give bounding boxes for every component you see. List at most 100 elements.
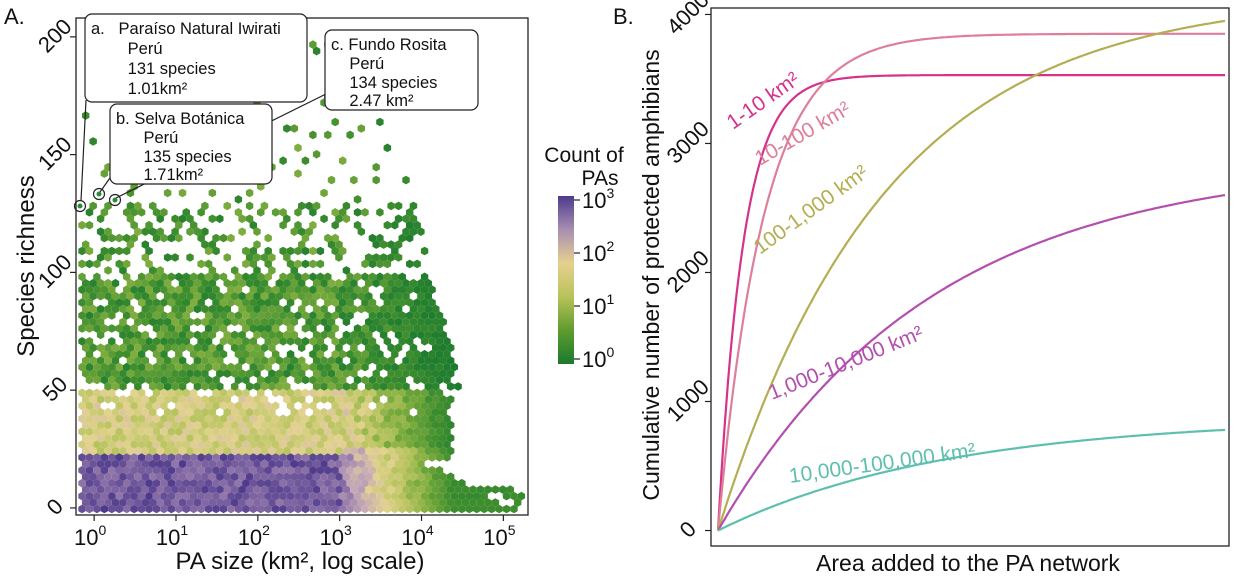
hexbin-cell xyxy=(249,491,257,501)
hexbin-cell xyxy=(350,343,358,353)
hexbin-cell xyxy=(201,278,209,288)
hexbin-cell xyxy=(234,272,243,282)
colorbar-tick-label: 102 xyxy=(582,238,614,266)
hexbin-cell xyxy=(234,349,243,359)
hexbin-cell xyxy=(420,298,429,307)
hexbin-cell xyxy=(96,227,105,236)
hexbin-cell xyxy=(201,343,209,353)
hexbin-cell xyxy=(234,337,243,346)
hexbin-cell xyxy=(115,233,123,243)
hexbin-cell xyxy=(331,220,339,230)
hexbin-cell xyxy=(152,298,161,307)
hexbin-cell xyxy=(82,485,90,494)
hexbin-cell xyxy=(193,343,202,353)
hexbin-cell xyxy=(234,375,243,385)
hexbin-cell xyxy=(212,491,220,501)
hexbin-cell xyxy=(85,362,94,372)
hexbin-cell xyxy=(130,504,138,514)
hexbin-cell xyxy=(439,446,447,456)
hexbin-cell xyxy=(309,298,317,307)
hexbin-cell xyxy=(108,466,116,475)
hexbin-cell xyxy=(324,388,332,398)
hexbin-cell xyxy=(320,369,328,378)
hexbin-cell xyxy=(320,343,328,353)
hexbin-cell xyxy=(257,272,265,282)
hexbin-cell xyxy=(82,472,90,482)
hexbin-cell xyxy=(361,324,369,333)
hexbin-cell xyxy=(156,459,164,469)
hexbin-cell xyxy=(480,491,488,501)
hexbin-cell xyxy=(320,446,328,456)
hexbin-cell xyxy=(119,317,127,327)
hexbin-cell xyxy=(316,414,325,423)
hexbin-cell xyxy=(126,420,135,430)
hexbin-cell xyxy=(212,324,220,333)
hexbin-cell xyxy=(167,491,176,501)
hexbin-cell xyxy=(234,208,243,217)
hexbin-cell xyxy=(394,472,403,482)
hexbin-cell xyxy=(376,466,384,475)
hexbin-cell xyxy=(365,433,373,443)
hexbin-cell xyxy=(331,349,339,359)
hexbin-cell xyxy=(338,453,347,462)
hexbin-cell xyxy=(178,433,187,443)
hexbin-cell xyxy=(100,362,109,372)
hexbin-cell xyxy=(238,227,246,236)
hexbin-cell xyxy=(394,317,403,327)
hexbin-cell xyxy=(167,466,176,475)
hexbin-cell xyxy=(361,337,369,346)
hexbin-cell xyxy=(152,375,161,385)
hexbin-cell xyxy=(104,278,112,288)
hexbin-cell xyxy=(290,278,298,288)
hexbin-cell xyxy=(171,227,179,236)
hexbin-cell xyxy=(298,291,306,301)
annotation-a-line: 1.01km² xyxy=(91,80,188,98)
hexbin-cell xyxy=(123,414,131,423)
hexbin-cell xyxy=(126,240,135,249)
hexbin-cell xyxy=(298,201,306,211)
hexbin-cell xyxy=(223,472,231,482)
hexbin-cell xyxy=(253,472,261,482)
hexbin-cell xyxy=(290,407,298,417)
hexbin-cell xyxy=(331,478,339,488)
hexbin-cell xyxy=(216,459,224,469)
hexbin-cell xyxy=(197,349,205,359)
hexbin-cell xyxy=(398,285,406,294)
hexbin-cell xyxy=(387,278,395,288)
x-tick-label: 101 xyxy=(156,522,188,550)
hexbin-cell xyxy=(126,433,135,443)
hexbin-cell xyxy=(242,259,250,269)
hexbin-cell xyxy=(335,356,343,365)
hexbin-cell xyxy=(160,453,168,462)
hexbin-cell xyxy=(96,356,105,365)
hexbin-cell xyxy=(156,278,164,288)
series-label: 10,000-100,000 km² xyxy=(787,439,976,488)
hexbin-cell xyxy=(331,504,339,514)
hexbin-cell xyxy=(223,369,231,378)
hexbin-cell xyxy=(134,420,142,430)
hexbin-cell xyxy=(126,291,135,301)
hexbin-cell xyxy=(357,291,365,301)
hexbin-cell xyxy=(361,259,369,269)
hexbin-cell xyxy=(186,278,194,288)
hexbin-cell xyxy=(231,446,239,456)
hexbin-cell xyxy=(163,317,172,327)
hexbin-cell xyxy=(175,337,183,346)
hexbin-cell xyxy=(78,298,86,307)
hexbin-cell xyxy=(365,278,373,288)
hexbin-cell xyxy=(402,356,410,365)
hexbin-cell xyxy=(353,427,362,436)
hexbin-cell xyxy=(361,298,369,307)
hexbin-cell xyxy=(420,375,429,385)
hexbin-cell xyxy=(335,407,343,417)
hexbin-cell xyxy=(402,498,410,507)
hexbin-cell xyxy=(260,278,269,288)
hexbin-cell xyxy=(379,317,388,327)
hexbin-cell xyxy=(316,466,325,475)
hexbin-cell xyxy=(394,253,403,262)
hexbin-cell xyxy=(141,485,149,494)
hexbin-cell xyxy=(320,188,328,198)
hexbin-cell xyxy=(331,401,339,411)
hexbin-cell xyxy=(227,362,235,372)
hexbin-cell xyxy=(134,472,142,482)
